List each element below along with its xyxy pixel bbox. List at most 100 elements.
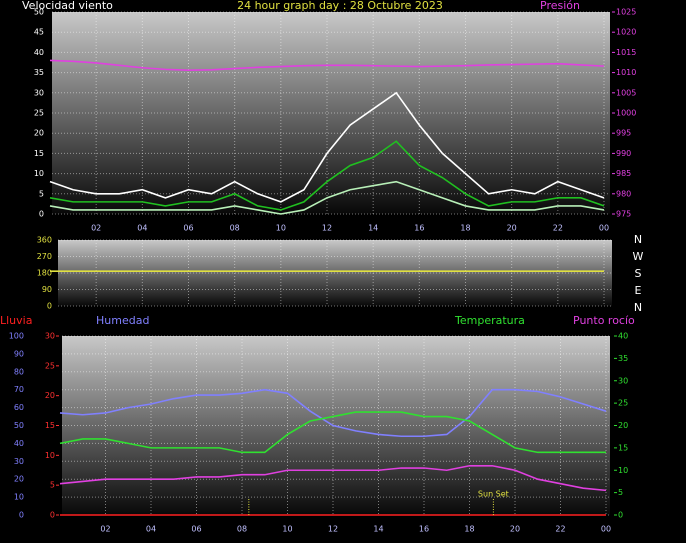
series-line (49, 140, 605, 211)
legend-label: Lluvia (0, 314, 32, 327)
y2-tick-label: 40 (618, 332, 628, 341)
x-tick-label: 06 (191, 525, 201, 534)
compass-label: E (635, 284, 642, 297)
compass-label: N (634, 233, 642, 246)
plot-background (58, 240, 612, 306)
x-tick-label: 10 (276, 224, 286, 233)
y2-axis-label: Presión (540, 0, 580, 12)
y2-tick-label: 1025 (616, 8, 636, 17)
y2-tick-label: 975 (616, 210, 631, 219)
y-tick-label: 10 (14, 493, 24, 502)
y3-tick-label: 15 (45, 421, 55, 430)
x-tick-label: 16 (419, 525, 429, 534)
y2-tick-label: 15 (618, 443, 628, 452)
compass-label: S (635, 267, 642, 280)
y2-tick-label: 985 (616, 169, 631, 178)
y3-tick-label: 5 (50, 481, 55, 490)
y-tick-label: 60 (14, 403, 24, 412)
y-tick-label: 80 (14, 367, 24, 376)
x-tick-label: 08 (230, 224, 240, 233)
y2-tick-label: 1015 (616, 48, 636, 57)
y-tick-label: 50 (14, 421, 24, 430)
y-tick-label: 90 (14, 349, 24, 358)
y2-tick-label: 1005 (616, 88, 636, 97)
y-tick-label: 40 (34, 48, 44, 57)
y-tick-label: 30 (14, 457, 24, 466)
y2-tick-label: 980 (616, 189, 631, 198)
y-tick-label: 45 (34, 28, 44, 37)
y-axis-label: Velocidad viento (22, 0, 113, 12)
y-tick-label: 180 (37, 269, 52, 278)
y-tick-label: 35 (34, 68, 44, 77)
x-tick-label: 12 (328, 525, 338, 534)
x-tick-label: 00 (599, 224, 609, 233)
y-tick-label: 0 (39, 210, 44, 219)
x-tick-label: 04 (146, 525, 156, 534)
chart-title: 24 hour graph day : 28 Octubre 2023 (237, 0, 443, 12)
y2-tick-label: 20 (618, 421, 628, 430)
y2-tick-label: 25 (618, 399, 628, 408)
y-tick-label: 270 (37, 252, 52, 261)
y2-tick-label: 30 (618, 376, 628, 385)
y2-tick-label: 5 (618, 488, 623, 497)
y2-tick-label: 35 (618, 354, 628, 363)
compass-label: N (634, 301, 642, 314)
y3-tick-label: 0 (50, 511, 55, 520)
y-tick-label: 0 (47, 302, 52, 311)
y-tick-label: 40 (14, 439, 24, 448)
x-tick-label: 14 (373, 525, 383, 534)
x-tick-label: 20 (507, 224, 517, 233)
legend-label: Temperatura (454, 314, 525, 327)
y2-tick-label: 995 (616, 129, 631, 138)
x-tick-label: 18 (464, 525, 474, 534)
x-tick-label: 04 (137, 224, 147, 233)
y2-tick-label: 10 (618, 466, 628, 475)
y3-tick-label: 25 (45, 361, 55, 370)
y2-tick-label: 1000 (616, 109, 636, 118)
plot-background (52, 12, 610, 214)
y2-tick-label: 990 (616, 149, 631, 158)
y-tick-label: 100 (9, 332, 24, 341)
x-tick-label: 12 (322, 224, 332, 233)
y-tick-label: 20 (34, 129, 44, 138)
x-tick-label: 08 (237, 525, 247, 534)
x-tick-label: 16 (414, 224, 424, 233)
y-tick-label: 50 (34, 8, 44, 17)
y-tick-label: 360 (37, 236, 52, 245)
y-tick-label: 0 (19, 511, 24, 520)
y3-tick-label: 10 (45, 451, 55, 460)
x-tick-label: 10 (282, 525, 292, 534)
y-tick-label: 25 (34, 109, 44, 118)
x-tick-label: 22 (553, 224, 563, 233)
y-tick-label: 20 (14, 475, 24, 484)
series-line (49, 91, 605, 203)
series-line (59, 464, 607, 492)
x-tick-label: 06 (183, 224, 193, 233)
x-tick-label: 22 (555, 525, 565, 534)
y-tick-label: 5 (39, 189, 44, 198)
y3-tick-label: 20 (45, 391, 55, 400)
y-tick-label: 10 (34, 169, 44, 178)
x-tick-label: 00 (601, 525, 611, 534)
y-tick-label: 15 (34, 149, 44, 158)
annotation-text: Sun Set (478, 490, 509, 499)
compass-label: W (633, 250, 644, 263)
legend-label: Punto rocío (573, 314, 635, 327)
y2-tick-label: 1020 (616, 28, 636, 37)
x-tick-label: 02 (91, 224, 101, 233)
y-tick-label: 70 (14, 385, 24, 394)
y3-tick-label: 30 (45, 332, 55, 341)
y2-tick-label: 0 (618, 511, 623, 520)
x-tick-label: 20 (510, 525, 520, 534)
series-line (59, 411, 606, 454)
series-line (59, 388, 607, 438)
y-tick-label: 30 (34, 88, 44, 97)
series-line (49, 59, 605, 71)
y2-tick-label: 1010 (616, 68, 636, 77)
series-line (49, 180, 605, 215)
legend-label: Humedad (96, 314, 149, 327)
x-tick-label: 18 (460, 224, 470, 233)
x-tick-label: 14 (368, 224, 378, 233)
